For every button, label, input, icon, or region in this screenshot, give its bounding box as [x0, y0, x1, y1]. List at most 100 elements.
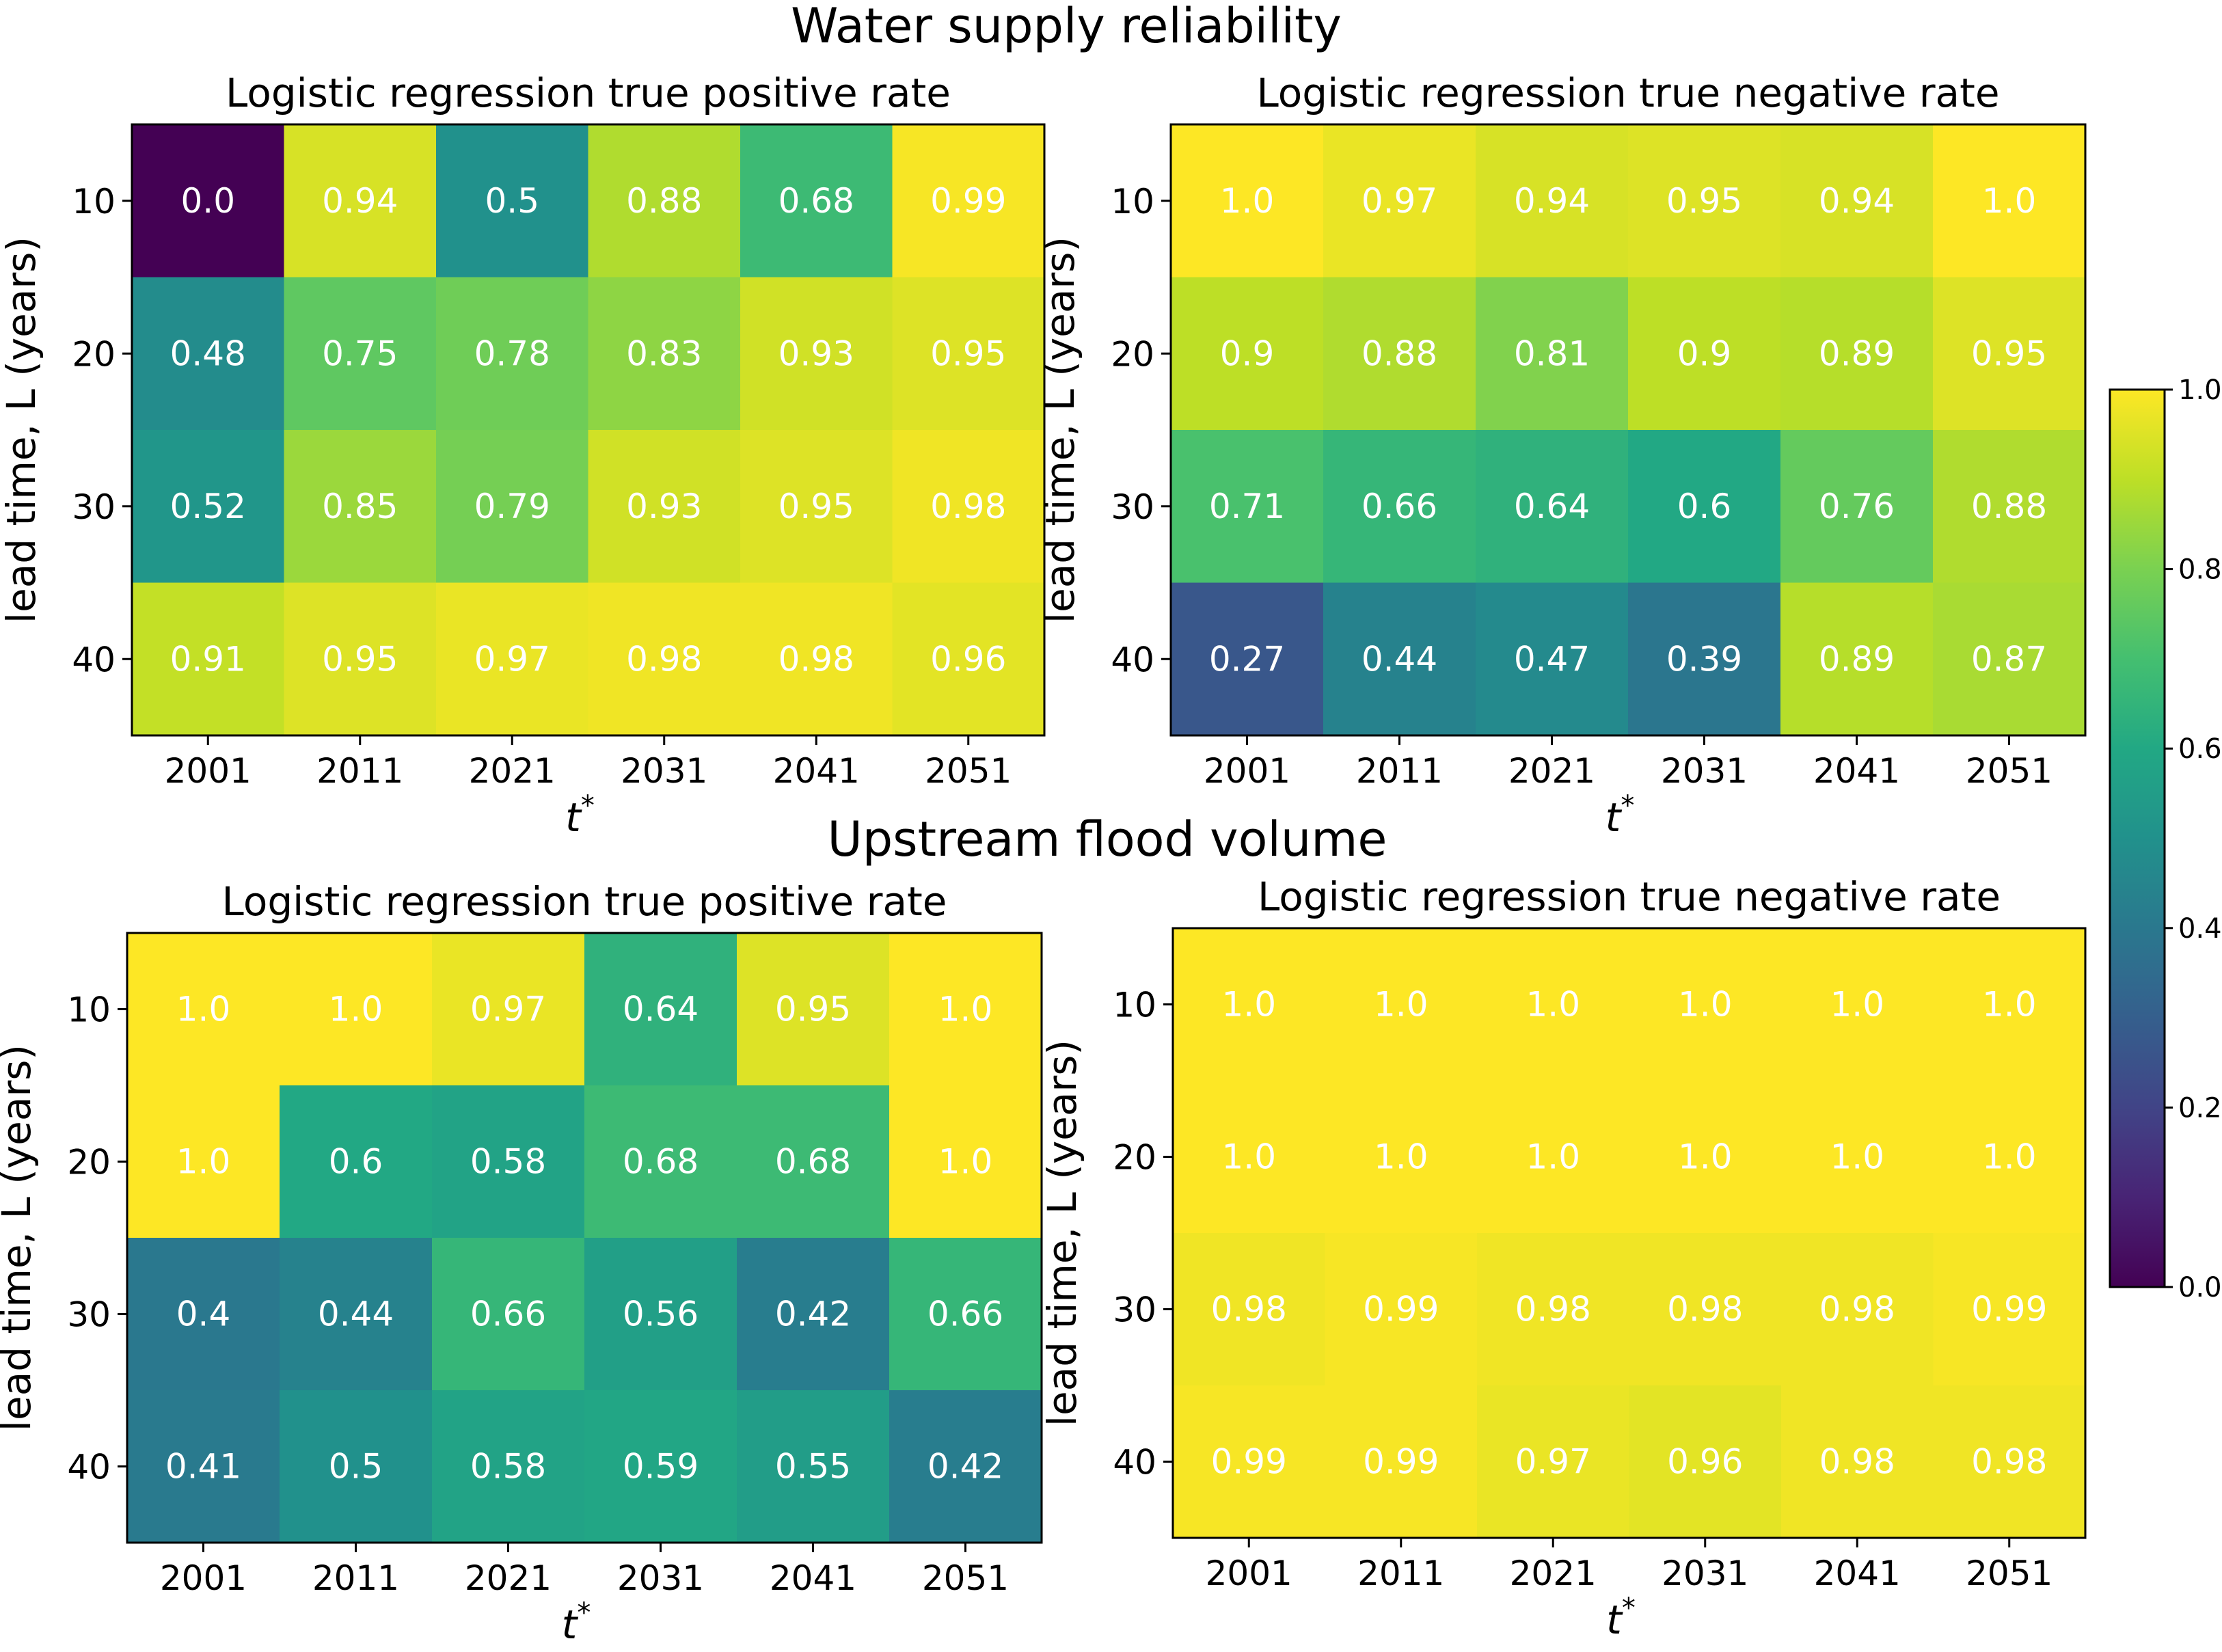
- heatmap-cell: [1780, 277, 1934, 431]
- cell-value-label: 0.99: [1363, 1290, 1439, 1329]
- heatmap-cell: [436, 124, 589, 278]
- heatmap-cell: [1476, 430, 1629, 584]
- heatmap-cell: [1933, 124, 2086, 278]
- x-tick-label: 2031: [1661, 751, 1748, 791]
- heatmap-cell: [889, 1085, 1042, 1238]
- heatmap-cell: [1780, 430, 1934, 584]
- heatmap-cell: [1477, 1233, 1630, 1386]
- heatmap-cell: [892, 582, 1045, 736]
- plot-frame: [1171, 927, 2087, 1539]
- heatmap-cell: [1933, 277, 2086, 431]
- cell-value-label: 1.0: [1221, 1137, 1276, 1177]
- cell-value-label: 0.64: [1514, 487, 1590, 526]
- cell-value-label: 0.9: [1220, 334, 1275, 373]
- cell-value-label: 1.0: [1982, 181, 2037, 221]
- cell-value-label: 0.99: [1971, 1290, 2047, 1329]
- heatmap-cell: [1781, 1081, 1934, 1234]
- heatmap-cell: [1476, 124, 1629, 278]
- cell-value-label: 0.44: [1361, 639, 1437, 679]
- cell-value-label: 1.0: [938, 1142, 993, 1182]
- heatmap-cell: [1629, 1385, 1782, 1539]
- heatmap-cell: [740, 582, 893, 736]
- cell-value-label: 0.95: [778, 487, 854, 526]
- heatmap-cell: [584, 1238, 737, 1391]
- heatmap-cell: [1933, 1081, 2086, 1234]
- panel-title: Logistic regression true negative rate: [1258, 874, 2001, 920]
- cell-value-label: 0.87: [1971, 639, 2047, 679]
- cell-value-label: 0.98: [1667, 1290, 1743, 1329]
- section-title-flood-volume: Upstream flood volume: [828, 811, 1387, 867]
- cell-value-label: 1.0: [1830, 985, 1884, 1025]
- colorbar: 0.0 0.2 0.4 0.6 0.8 1.0: [2109, 375, 2222, 1303]
- x-axis-label: t*: [565, 790, 595, 841]
- x-tick-label: 2051: [922, 1558, 1009, 1598]
- cell-value-label: 0.42: [775, 1295, 851, 1334]
- cell-value-label: 0.98: [930, 487, 1006, 526]
- heatmap-cell: [284, 582, 437, 736]
- heatmap-cell: [280, 1085, 433, 1238]
- colorbar-gradient: [2110, 390, 2165, 1287]
- cell-value-label: 0.91: [170, 639, 246, 679]
- cell-value-label: 1.0: [1221, 985, 1276, 1025]
- heatmap-cell: [132, 582, 285, 736]
- cell-value-label: 0.27: [1209, 639, 1285, 679]
- heatmap-cell: [284, 430, 437, 584]
- plot-frame: [126, 932, 1043, 1544]
- x-tick-label: 2051: [1966, 1554, 2052, 1593]
- colorbar-tick-label: 0.8: [2178, 554, 2222, 586]
- cell-value-label: 0.0: [180, 181, 235, 221]
- heatmap-cell: [740, 277, 893, 431]
- y-tick-label: 30: [1113, 1290, 1156, 1330]
- cell-value-label: 0.99: [1211, 1442, 1287, 1482]
- cell-value-label: 0.94: [1514, 181, 1590, 221]
- heatmap-cell: [1933, 1385, 2086, 1539]
- cell-value-label: 0.71: [1209, 487, 1285, 526]
- heatmap-cell: [1323, 582, 1476, 736]
- heatmap-cell: [132, 277, 285, 431]
- heatmap-cell: [737, 933, 890, 1086]
- heatmap-cell: [132, 124, 285, 278]
- cell-value-label: 0.6: [1677, 487, 1732, 526]
- y-tick-label: 30: [1111, 487, 1154, 527]
- cell-value-label: 0.66: [1361, 487, 1437, 526]
- cell-value-label: 0.75: [322, 334, 398, 373]
- heatmap-cell: [1476, 277, 1629, 431]
- cell-value-label: 0.98: [1971, 1442, 2047, 1482]
- cell-value-label: 0.58: [470, 1447, 546, 1487]
- y-tick-label: 40: [1113, 1443, 1156, 1482]
- heatmap-cell: [588, 582, 741, 736]
- heatmap-cell: [432, 1390, 585, 1543]
- heatmap-cell: [1171, 430, 1324, 584]
- cell-value-label: 1.0: [1526, 985, 1580, 1025]
- cell-value-label: 0.44: [318, 1295, 394, 1334]
- panel-title: Logistic regression true positive rate: [226, 70, 951, 116]
- heatmap-cell: [432, 1085, 585, 1238]
- cell-value-label: 1.0: [176, 990, 231, 1029]
- cell-value-label: 1.0: [1982, 1137, 2037, 1177]
- y-tick-label: 40: [1111, 640, 1154, 679]
- heatmap-cell: [436, 277, 589, 431]
- heatmap-cell: [436, 582, 589, 736]
- cell-value-label: 0.58: [470, 1142, 546, 1182]
- colorbar-tick-label: 0.0: [2178, 1272, 2222, 1303]
- cell-value-label: 0.96: [1667, 1442, 1743, 1482]
- heatmap-cell: [1477, 1385, 1630, 1539]
- y-tick-label: 40: [67, 1448, 111, 1487]
- y-tick-label: 10: [67, 990, 111, 1030]
- cell-value-label: 1.0: [176, 1142, 231, 1182]
- cell-value-label: 0.88: [1361, 334, 1437, 373]
- x-tick-label: 2041: [1814, 1554, 1901, 1593]
- cell-value-label: 0.98: [778, 639, 854, 679]
- heatmap-cell: [284, 277, 437, 431]
- plot-frame: [131, 123, 1046, 737]
- heatmap-cell: [1933, 1233, 2086, 1386]
- x-tick-label: 2011: [316, 751, 403, 791]
- heatmap-cell: [1325, 1233, 1478, 1386]
- cell-value-label: 0.94: [322, 181, 398, 221]
- cell-value-label: 0.59: [623, 1447, 699, 1487]
- x-axis-label: t*: [562, 1597, 591, 1648]
- cell-value-label: 0.55: [775, 1447, 851, 1487]
- section-title-water-supply: Water supply reliability: [791, 0, 1342, 54]
- heatmap-water-tnr: Logistic regression true negative rate 1.…: [1037, 70, 2087, 841]
- x-tick-label: 2041: [770, 1558, 856, 1598]
